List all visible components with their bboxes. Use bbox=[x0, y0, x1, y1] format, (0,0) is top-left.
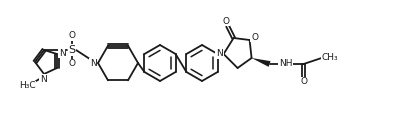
Text: NH: NH bbox=[279, 60, 292, 69]
Text: S: S bbox=[68, 45, 76, 55]
Text: O: O bbox=[68, 31, 76, 41]
Text: N: N bbox=[39, 74, 46, 83]
Text: O: O bbox=[251, 32, 258, 41]
Text: O: O bbox=[300, 77, 307, 86]
Text: CH₃: CH₃ bbox=[321, 54, 338, 63]
Text: N: N bbox=[216, 50, 223, 58]
Text: N: N bbox=[59, 48, 66, 57]
Text: H₃C: H₃C bbox=[19, 82, 35, 90]
Text: O: O bbox=[68, 60, 76, 69]
Text: N: N bbox=[90, 58, 96, 67]
Polygon shape bbox=[251, 58, 271, 67]
Text: O: O bbox=[222, 17, 229, 25]
